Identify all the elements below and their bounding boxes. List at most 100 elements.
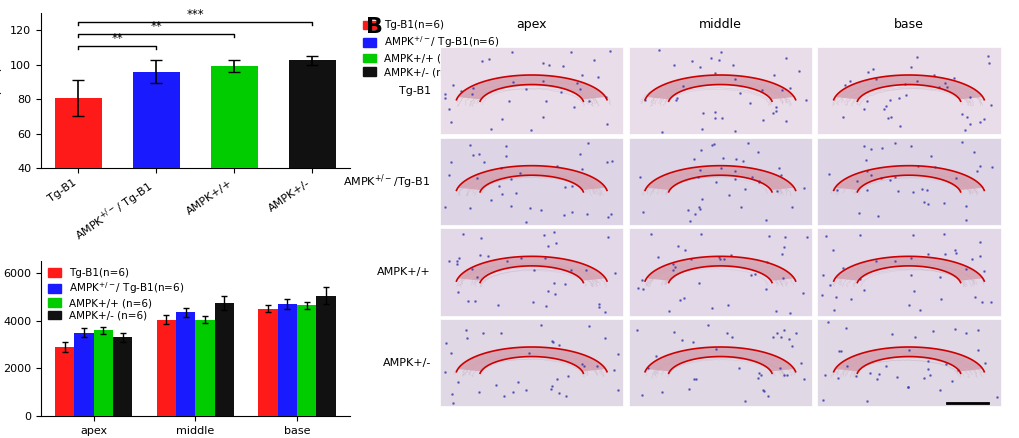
Point [772,333,789,340]
Point [564,208,580,215]
Point [534,113,550,120]
Point [913,185,929,192]
Point [668,95,685,102]
Polygon shape [836,75,981,99]
Point [764,110,781,117]
Point [726,168,742,175]
Point [597,93,613,100]
Text: middle: middle [698,18,741,31]
Point [664,261,681,268]
Point [441,172,458,179]
Point [900,384,916,391]
Point [495,392,512,399]
Point [874,105,891,112]
Point [444,82,461,89]
Point [814,396,830,403]
Point [841,77,857,84]
Point [878,114,895,121]
Point [828,186,845,193]
Point [543,338,559,345]
Point [814,271,830,278]
Polygon shape [647,75,793,99]
Point [890,187,906,194]
Point [902,255,918,262]
Point [813,292,829,299]
Point [703,304,719,311]
Point [448,261,465,268]
Polygon shape [647,347,793,371]
Polygon shape [459,166,604,190]
Point [498,258,515,265]
Point [819,318,836,325]
Point [858,187,874,194]
Point [795,290,811,297]
Point [465,84,481,91]
Point [737,186,753,193]
Point [777,372,794,379]
Point [711,48,728,55]
Point [466,298,482,305]
Point [764,334,781,341]
Point [889,373,905,380]
Point [707,178,723,185]
Point [722,251,739,258]
Point [703,142,719,149]
Point [767,108,784,115]
FancyBboxPatch shape [439,228,623,316]
Point [497,142,514,149]
Point [961,94,977,101]
Point [556,280,573,287]
Point [861,370,877,377]
Point [908,78,924,85]
Point [590,73,606,80]
Polygon shape [647,166,793,190]
Point [666,264,683,271]
Point [518,387,534,394]
Point [532,206,548,213]
Bar [214,303,233,416]
FancyBboxPatch shape [628,138,811,225]
Point [464,265,480,272]
Point [730,364,746,371]
Point [684,57,700,64]
Point [700,322,716,329]
Point [946,246,962,253]
Point [851,276,867,283]
Point [702,55,718,62]
Point [823,247,840,254]
Point [859,68,875,75]
Point [707,345,723,352]
Point [452,88,469,95]
Point [479,252,495,259]
Bar [132,72,179,237]
Point [753,86,769,93]
FancyBboxPatch shape [816,319,1000,406]
Point [953,138,969,145]
Point [915,374,931,381]
Point [556,184,573,191]
Point [832,347,848,354]
Point [591,300,607,307]
Point [636,96,652,103]
Point [566,103,582,110]
Point [442,119,459,126]
Point [685,155,701,162]
Point [919,201,935,208]
Point [968,168,984,175]
Point [752,372,768,379]
Point [774,275,791,282]
Point [493,190,510,197]
Text: Tg-B1: Tg-B1 [398,86,430,96]
Point [512,254,528,261]
Polygon shape [459,257,604,281]
Point [982,298,999,305]
Point [540,61,556,68]
Point [687,375,703,382]
Point [504,78,521,85]
Point [518,219,534,226]
Point [454,230,471,237]
Point [890,95,906,102]
Point [886,173,902,180]
Point [905,287,921,294]
Point [683,256,699,263]
